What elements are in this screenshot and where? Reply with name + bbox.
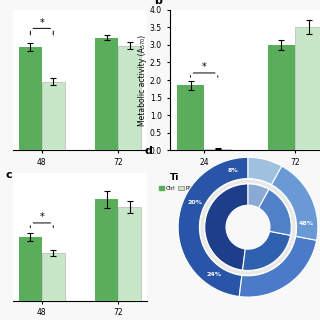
Wedge shape [200, 179, 296, 275]
Legend: R89BS-coated TDs: R89BS-coated TDs [13, 184, 75, 194]
Wedge shape [248, 157, 282, 185]
Bar [295, 27, 320, 150]
Text: 48%: 48% [299, 221, 314, 226]
Bar [118, 45, 141, 150]
Bar [177, 85, 204, 150]
Text: d: d [145, 146, 153, 156]
Text: *: * [39, 212, 44, 222]
Y-axis label: Metabolic activity (A₅₇₀): Metabolic activity (A₅₇₀) [138, 35, 147, 125]
Text: 24%: 24% [206, 272, 221, 277]
Bar [268, 45, 295, 150]
Text: c: c [6, 170, 12, 180]
Text: *: * [202, 62, 206, 72]
Bar [95, 38, 118, 150]
Bar [19, 47, 42, 150]
Bar [118, 207, 141, 301]
Wedge shape [259, 189, 291, 235]
X-axis label: Ti: Ti [170, 172, 179, 181]
Legend: Ctrl, R89BS: Ctrl, R89BS [156, 184, 205, 194]
X-axis label: Time (h): Time (h) [59, 172, 101, 181]
Wedge shape [243, 231, 291, 270]
Bar [19, 237, 42, 301]
Wedge shape [178, 157, 248, 297]
Bar [204, 148, 231, 150]
Text: 20%: 20% [188, 200, 203, 205]
Wedge shape [205, 184, 248, 270]
Bar [42, 253, 65, 301]
Wedge shape [248, 184, 269, 208]
Bar [42, 82, 65, 150]
Wedge shape [271, 166, 318, 240]
Text: b: b [154, 0, 162, 6]
Text: 8%: 8% [228, 168, 239, 173]
Text: *: * [39, 18, 44, 28]
Wedge shape [239, 236, 317, 297]
Bar [95, 199, 118, 301]
